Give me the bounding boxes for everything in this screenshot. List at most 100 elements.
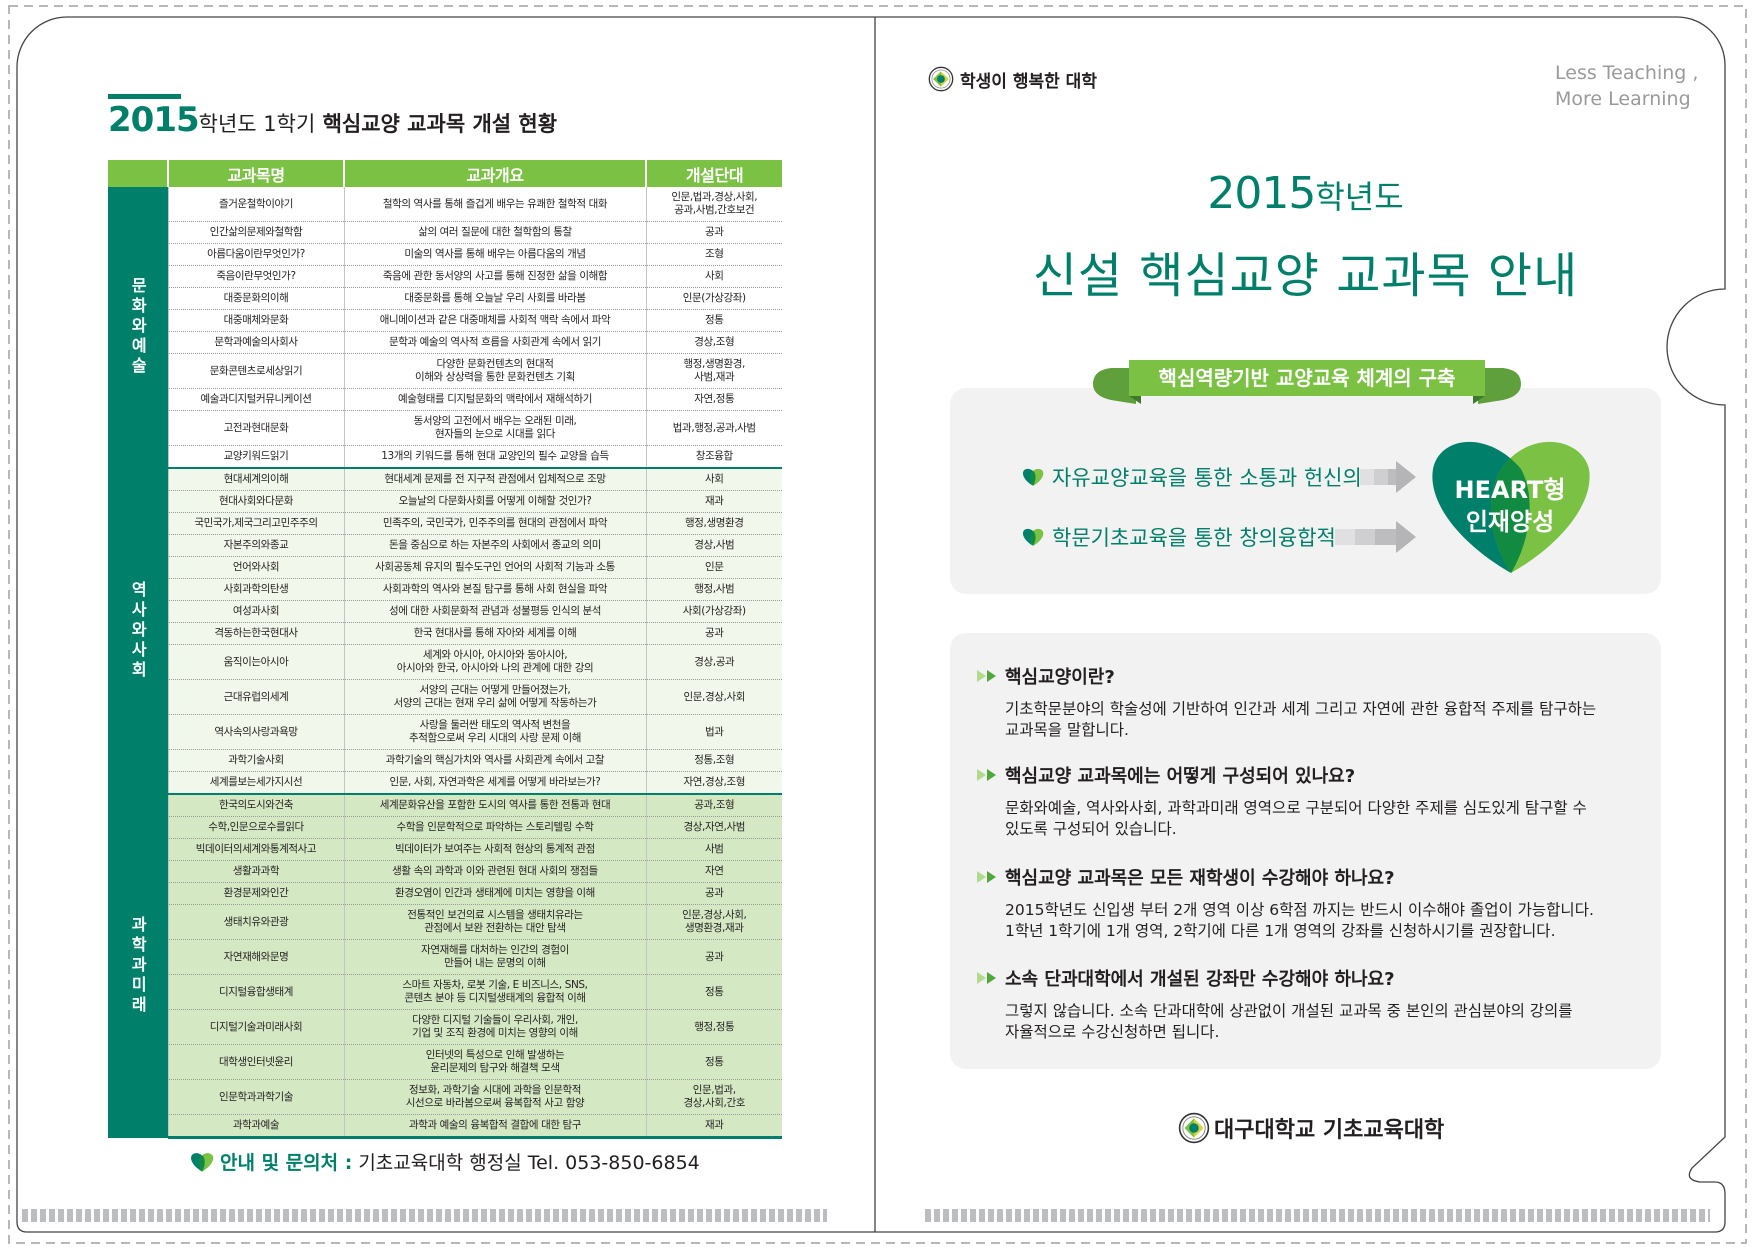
table-row: 환경문제와인간 환경오염이 인간과 생태계에 미치는 영향을 이해 공과	[108, 882, 782, 905]
table-row: 문화와예술 즐거운철학이야기 철학의 역사를 통해 즐겁게 배우는 유쾌한 철학적 …	[108, 187, 782, 468]
college-cell: 공과	[645, 939, 782, 975]
table-row: 과학과예술 과학과 예술의 융복합적 결합에 대한 탐구 재과	[108, 1114, 782, 1139]
college-cell: 인문	[645, 556, 782, 579]
table-row: 인문학과과학기술 정보화, 과학기술 시대에 과학을 인문학적 시선으로 바라봄으…	[108, 1079, 782, 1115]
course-name-cell: 격동하는한국현대사	[167, 622, 344, 645]
cut-line	[8, 5, 1747, 1244]
table-row: 자연재해와문명 자연재해를 대처하는 인간의 경험이 만들어 내는 문명의 이해 공…	[108, 939, 782, 975]
course-name-cell: 대중매체와문화	[167, 309, 344, 332]
main-title-year: 2015학년도	[950, 168, 1661, 219]
college-cell: 사회	[645, 265, 782, 288]
ribbon-text: 핵심역량기반 교양교육 체계의 구축	[1129, 360, 1485, 396]
bullet-text: 자유교양교육을 통한 소통과 헌신의	[1052, 466, 1362, 490]
course-name-cell: 교양키워드읽기	[167, 445, 344, 469]
contact-value: 기초교육대학 행정실 Tel. 053-850-6854	[358, 1152, 700, 1174]
course-name-cell: 생태치유와관광	[167, 904, 344, 940]
table-row: 디지털융합생태계 스마트 자동차, 로봇 기술, E 비즈니스, SNS, 콘텐츠…	[108, 974, 782, 1010]
faq-answer: 기초학문분야의 학술성에 기반하여 인간과 세계 그리고 자연에 관한 융합적 …	[1005, 700, 1597, 739]
title-year: 2015	[108, 100, 200, 140]
faq-question: 소속 단과대학에서 개설된 강좌만 수강해야 하나요?	[975, 965, 1645, 991]
category-label: 문화와예술	[128, 276, 148, 377]
decorative-stripe-left	[22, 1209, 827, 1222]
table-row: 사회과학의탄생 사회과학의 역사와 본질 탐구를 통해 사회 현실을 파악 행정,사…	[108, 578, 782, 601]
course-name-cell: 움직이는아시아	[167, 644, 344, 680]
course-name-cell: 여성과사회	[167, 600, 344, 623]
college-cell: 재과	[645, 490, 782, 513]
course-name-cell: 문학과예술의사회사	[167, 331, 344, 354]
college-cell: 공과	[645, 221, 782, 244]
course-summary-cell: 13개의 키워드를 통해 현대 교양인의 필수 교양을 습득	[343, 445, 646, 469]
course-name-cell: 디지털융합생태계	[167, 974, 344, 1010]
table-row: 과학기술사회 과학기술의 핵심가치와 역사를 사회관계 속에서 고찰 정통,조형	[108, 749, 782, 772]
college-cell: 조형	[645, 243, 782, 266]
faq-question: 핵심교양이란?	[975, 663, 1645, 689]
course-name-cell: 대학생인터넷윤리	[167, 1044, 344, 1080]
table-row: 문화콘텐츠로세상읽기 다양한 문화컨텐츠의 현대적 이해와 상상력을 통한 문화컨…	[108, 353, 782, 389]
course-summary-cell: 빅데이터가 보여주는 사회적 현상의 통계적 관점	[343, 838, 646, 861]
course-summary-cell: 스마트 자동차, 로봇 기술, E 비즈니스, SNS, 콘텐츠 분야 등 디지…	[343, 974, 646, 1010]
header-course-name: 교과목명	[167, 160, 344, 187]
concept-bullet: 자유교양교육을 통한 소통과 헌신의	[1022, 462, 1362, 492]
course-summary-cell: 오늘날의 다문화사회를 어떻게 이해할 것인가?	[343, 490, 646, 513]
college-cell: 사회	[645, 467, 782, 491]
faq-question-text: 소속 단과대학에서 개설된 강좌만 수강해야 하나요?	[1005, 969, 1395, 990]
category-label: 과학과미래	[128, 915, 148, 1016]
college-cell: 인문,경상,사회	[645, 679, 782, 715]
table-row: 고전과현대문화 동서양의 고전에서 배우는 오래된 미래, 현자들의 눈으로 시대…	[108, 410, 782, 446]
course-summary-cell: 애니메이션과 같은 대중매체를 사회적 맥락 속에서 파악	[343, 309, 646, 332]
table-row: 자본주의와종교 돈을 중심으로 하는 자본주의 사회에서 종교의 의미 경상,사범	[108, 534, 782, 557]
table-row: 수학,인문으로수를읽다 수학을 인문학적으로 파악하는 스토리텔링 수학 경상,자연…	[108, 816, 782, 839]
course-summary-cell: 사회과학의 역사와 본질 탐구를 통해 사회 현실을 파악	[343, 578, 646, 601]
faq-item: 소속 단과대학에서 개설된 강좌만 수강해야 하나요? 그렇지 않습니다. 소속…	[975, 965, 1645, 1043]
table-row: 근대유럽의세계 서양의 근대는 어떻게 만들어졌는가, 서양의 근대는 현재 우리…	[108, 679, 782, 715]
university-seal-icon	[928, 66, 954, 92]
college-cell: 자연,정통	[645, 388, 782, 411]
course-summary-cell: 세계와 아시아, 아시아와 동아시아, 아시아와 한국, 아시아와 나의 관계에…	[343, 644, 646, 680]
folder-outline	[16, 16, 1726, 1233]
category-cell: 문화와예술	[108, 187, 168, 468]
college-cell: 정통	[645, 309, 782, 332]
course-summary-cell: 미술의 역사를 통해 배우는 아름다움의 개념	[343, 243, 646, 266]
slogan-text: 학생이 행복한 대학	[960, 71, 1097, 92]
college-cell: 공과	[645, 882, 782, 905]
concept-bullet: 학문기초교육을 통한 창의융합적	[1022, 522, 1336, 552]
course-name-cell: 고전과현대문화	[167, 410, 344, 446]
course-name-cell: 세계를보는세가지시선	[167, 771, 344, 795]
course-name-cell: 사회과학의탄생	[167, 578, 344, 601]
course-summary-cell: 전통적인 보건의료 시스템을 생태치유라는 관점에서 보완 전환하는 대안 탐색	[343, 904, 646, 940]
course-summary-cell: 성에 대한 사회문화적 관념과 성불평등 인식의 분석	[343, 600, 646, 623]
college-cell: 인문(가상강좌)	[645, 287, 782, 310]
college-cell: 법과	[645, 714, 782, 750]
category-cell: 역사와사회	[108, 467, 168, 794]
table-page-title: 2015학년도 1학기 핵심교양 교과목 개설 현황	[108, 100, 557, 140]
course-name-cell: 한국의도시와건축	[167, 793, 344, 817]
course-summary-cell: 다양한 디지털 기술들이 우리사회, 개인, 기업 및 조직 환경에 미치는 영…	[343, 1009, 646, 1045]
title-text: 핵심교양 교과목 개설 현황	[315, 112, 558, 136]
double-arrow-bullet-icon	[977, 670, 996, 682]
table-row: 대학생인터넷윤리 인터넷의 특성으로 인해 발생하는 윤리문제의 탐구와 해결책 …	[108, 1044, 782, 1080]
college-cell: 재과	[645, 1114, 782, 1139]
table-header-row: 교과목명 교과개요 개설단대	[108, 160, 782, 187]
motto-line: More Learning	[1555, 88, 1691, 110]
faq-question-text: 핵심교양 교과목에는 어떻게 구성되어 있나요?	[1005, 766, 1356, 787]
college-cell: 사회(가상강좌)	[645, 600, 782, 623]
table-row: 대중문화의이해 대중문화를 통해 오늘날 우리 사회를 바라봄 인문(가상강좌)	[108, 287, 782, 310]
college-cell: 자연,경상,조형	[645, 771, 782, 795]
course-summary-cell: 죽음에 관한 동서양의 사고를 통해 진정한 삶을 이해함	[343, 265, 646, 288]
header-college: 개설단대	[645, 160, 782, 187]
course-name-cell: 디지털기술과미래사회	[167, 1009, 344, 1045]
table-row: 언어와사회 사회공동체 유지의 필수도구인 언어의 사회적 기능과 소통 인문	[108, 556, 782, 579]
heart-leaf-icon	[1022, 527, 1044, 547]
table-row: 죽음이란무엇인가? 죽음에 관한 동서양의 사고를 통해 진정한 삶을 이해함 사회	[108, 265, 782, 288]
course-summary-cell: 민족주의, 국민국가, 민주주의를 현대의 관점에서 파악	[343, 512, 646, 535]
course-name-cell: 문화콘텐츠로세상읽기	[167, 353, 344, 389]
course-name-cell: 과학과예술	[167, 1114, 344, 1139]
gray-arrow-icon	[1335, 521, 1416, 553]
course-name-cell: 역사속의사랑과욕망	[167, 714, 344, 750]
course-summary-cell: 자연재해를 대처하는 인간의 경험이 만들어 내는 문명의 이해	[343, 939, 646, 975]
faq-question-text: 핵심교양이란?	[1005, 667, 1115, 688]
header-category	[108, 160, 168, 187]
contact-info: 안내 및 문의처 : 기초교육대학 행정실 Tel. 053-850-6854	[190, 1148, 700, 1175]
contact-label: 안내 및 문의처 :	[220, 1152, 353, 1174]
